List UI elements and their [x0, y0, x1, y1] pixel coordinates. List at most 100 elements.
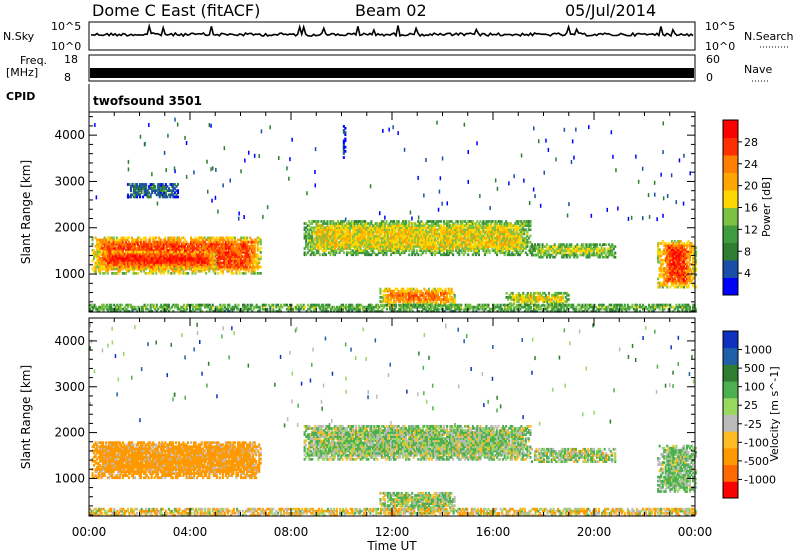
echo-cell — [614, 245, 617, 248]
echo-cell — [143, 244, 146, 248]
echo-cell — [140, 269, 143, 273]
echo-cell — [155, 242, 158, 246]
echo-cell — [385, 220, 388, 223]
echo-cell — [259, 238, 262, 242]
echo-cell — [127, 242, 130, 246]
echo-cell — [103, 272, 106, 275]
echo-cell — [529, 220, 532, 223]
echo-cell — [191, 272, 194, 275]
echo-cell — [176, 244, 179, 248]
echo-cell — [318, 253, 321, 257]
echo-cell — [124, 240, 127, 244]
echo-cell — [112, 265, 115, 269]
noise-search-label: N.Search — [744, 30, 794, 43]
echo-cell — [91, 267, 94, 271]
echo-cell — [182, 269, 185, 273]
echo-cell — [93, 269, 96, 273]
echo-cell — [99, 247, 102, 250]
noise-trace-line — [90, 23, 694, 38]
echo-cell — [152, 269, 155, 273]
echo-cell — [102, 253, 105, 256]
echo-cell — [141, 247, 144, 250]
echo-cell — [108, 236, 111, 240]
echo-cell — [102, 272, 105, 275]
echo-cell — [185, 265, 188, 269]
echo-cell — [105, 269, 108, 273]
echo-cell — [118, 247, 121, 250]
echo-cell — [170, 240, 173, 244]
echo-cell — [121, 251, 124, 254]
echo-cell — [94, 267, 97, 271]
echo-cell — [177, 236, 180, 240]
echo-cell — [96, 244, 99, 248]
echo-cell — [188, 242, 191, 246]
echo-cell — [91, 236, 94, 240]
echo-cell — [187, 242, 190, 246]
echo-cell — [120, 242, 123, 246]
echo-cell — [165, 244, 168, 248]
echo-cell — [112, 240, 115, 244]
echo-cell — [529, 228, 532, 232]
echo-cell — [603, 247, 606, 251]
echo-cell — [115, 236, 118, 240]
echo-cell — [118, 267, 121, 271]
echo-cell — [159, 240, 162, 244]
echo-cell — [144, 247, 147, 250]
echo-cell — [118, 242, 121, 246]
echo-cell — [171, 247, 174, 250]
echo-cell — [106, 267, 109, 271]
echo-cell — [149, 238, 152, 242]
echo-cell — [155, 269, 158, 273]
echo-cell — [156, 242, 159, 246]
echo-cell — [170, 247, 173, 250]
echo-cell — [94, 255, 97, 258]
echo-cell — [177, 238, 180, 242]
echo-cell — [93, 257, 96, 261]
echo-cell — [180, 242, 183, 246]
noise-sky-label: N.Sky — [3, 30, 35, 43]
echo-cell — [176, 247, 179, 250]
echo-cell — [190, 251, 193, 254]
echo-cell — [143, 242, 146, 246]
echo-cell — [576, 243, 579, 246]
echo-cell — [155, 263, 158, 267]
echo-cell — [149, 244, 152, 248]
echo-cell — [155, 255, 158, 258]
echo-cell — [94, 272, 97, 275]
echo-cell — [177, 240, 180, 244]
echo-cell — [108, 249, 111, 252]
echo-cell — [135, 242, 138, 246]
echo-cell — [121, 272, 124, 275]
echo-cell — [526, 253, 529, 257]
echo-cell — [123, 242, 126, 246]
echo-cell — [188, 247, 191, 250]
echo-cell — [161, 249, 164, 252]
freq-right-tick-bottom: 0 — [706, 71, 713, 84]
echo-cell — [246, 236, 249, 240]
echo-cell — [130, 242, 133, 246]
echo-cell — [180, 244, 183, 248]
echo-cell — [129, 244, 132, 248]
echo-cell — [149, 242, 152, 246]
echo-cell — [256, 253, 259, 256]
echo-cell — [135, 249, 138, 252]
echo-cell — [126, 244, 129, 248]
echo-cell — [173, 265, 176, 269]
echo-cell — [324, 253, 327, 257]
echo-cell — [164, 238, 167, 242]
echo-cell — [155, 253, 158, 256]
noise-left-tick-bottom: 10^0 — [51, 40, 81, 53]
echo-cell — [93, 255, 96, 258]
echo-cell — [105, 249, 108, 252]
echo-cell — [161, 244, 164, 248]
echo-cell — [144, 238, 147, 242]
echo-cell — [162, 269, 165, 273]
echo-cell — [102, 242, 105, 246]
echo-cell — [103, 240, 106, 244]
cpid-label: CPID — [6, 90, 35, 103]
echo-cell — [146, 247, 149, 250]
echo-cell — [130, 244, 133, 248]
echo-cell — [96, 247, 99, 250]
date-label: 05/Jul/2014 — [565, 1, 656, 20]
